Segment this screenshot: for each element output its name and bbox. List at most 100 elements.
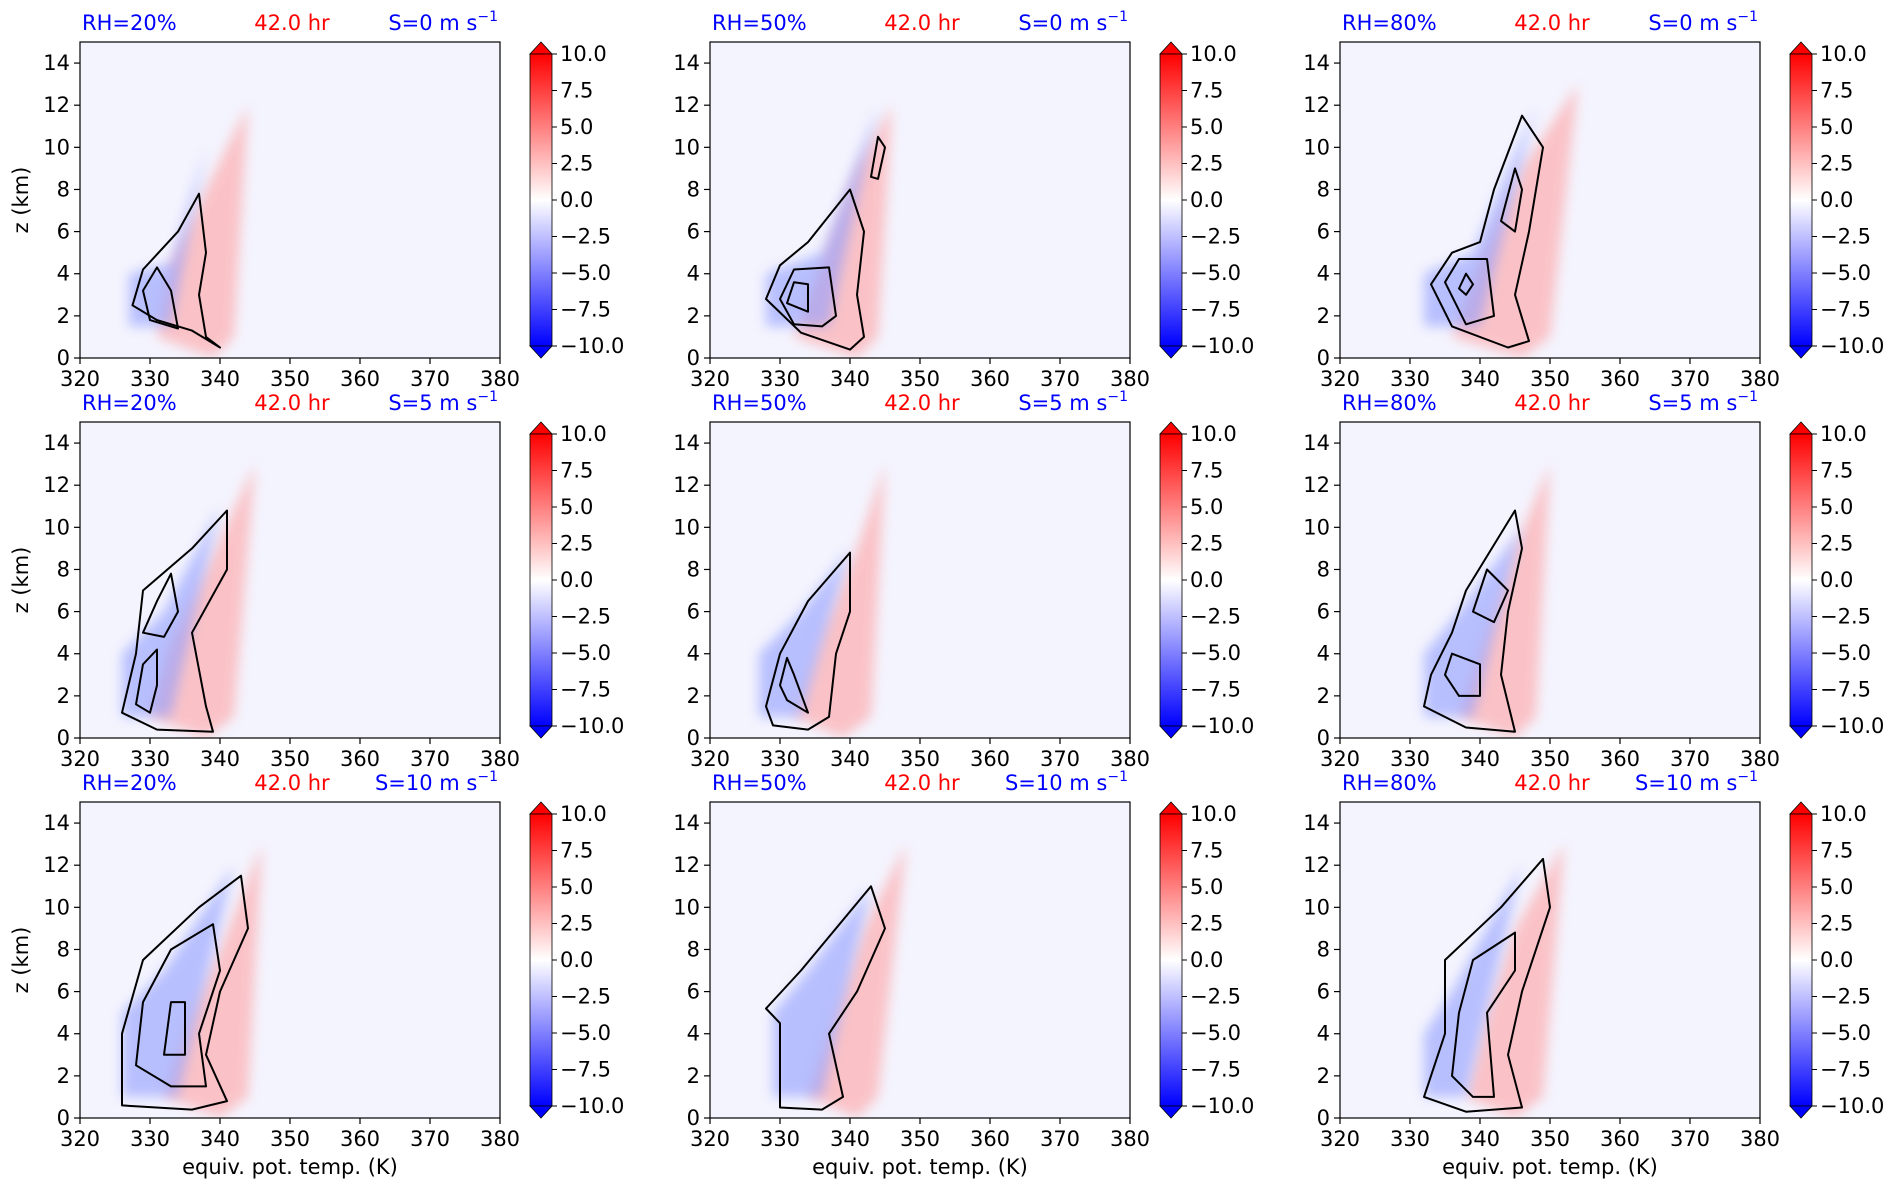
x-tick-label: 380 xyxy=(1110,1127,1150,1151)
panel-5: 320 330 340 350 360 370 380 0 2 4 6 8 10 12 14 RH=50% 42… xyxy=(673,389,1254,771)
y-tick-label: 8 xyxy=(57,557,70,581)
shear-value: S=10 xyxy=(375,771,433,795)
panel-8: 320 330 340 350 360 370 380 0 2 4 6 8 10 12 14 RH=50% 42… xyxy=(673,769,1254,1179)
x-tick-label: 350 xyxy=(270,1127,310,1151)
negative-region-outer xyxy=(773,886,871,1097)
colorbar-min-extension xyxy=(1789,1105,1813,1119)
x-tick-label: 370 xyxy=(1040,1127,1080,1151)
colorbar xyxy=(1159,53,1183,347)
x-tick-label: 380 xyxy=(1740,747,1780,771)
colorbar-max-extension xyxy=(529,41,553,55)
colorbar-tick-label: 10.0 xyxy=(1190,802,1237,826)
negative-region-outer xyxy=(1424,865,1522,1097)
y-tick-label: 14 xyxy=(43,51,70,75)
x-tick-label: 370 xyxy=(410,367,450,391)
y-tick-label: 14 xyxy=(1303,51,1330,75)
contour-line-1 xyxy=(121,874,249,1111)
rh-label: RH=50% xyxy=(712,11,807,35)
y-tick-label: 8 xyxy=(57,937,70,961)
x-tick-label: 340 xyxy=(830,1127,870,1151)
colorbar-tick-label: 10.0 xyxy=(560,42,607,66)
shear-value: S=0 xyxy=(1648,11,1692,35)
x-tick-label: 330 xyxy=(130,747,170,771)
y-tick-label: 2 xyxy=(1317,1064,1330,1088)
colorbar xyxy=(1159,813,1183,1107)
colorbar-tick-label: 5.0 xyxy=(560,875,593,899)
x-tick-label: 360 xyxy=(970,1127,1010,1151)
colorbar-tick-label: −7.5 xyxy=(1820,1058,1871,1082)
y-tick-label: 2 xyxy=(687,304,700,328)
colorbar-tick-label: −5.0 xyxy=(1820,641,1871,665)
x-axis-label: equiv. pot. temp. (K) xyxy=(1442,1155,1658,1179)
x-tick-label: 350 xyxy=(900,747,940,771)
time-label: 42.0 hr xyxy=(254,771,330,795)
y-tick-label: 4 xyxy=(57,262,70,286)
y-axis-label: z (km) xyxy=(9,167,33,234)
colorbar-tick-label: 5.0 xyxy=(1190,495,1223,519)
contour-line-3 xyxy=(1472,568,1509,624)
x-tick-label: 380 xyxy=(1740,367,1780,391)
contour-line-4 xyxy=(870,135,886,180)
x-tick-label: 370 xyxy=(410,747,450,771)
x-tick-label: 320 xyxy=(690,747,730,771)
colorbar-tick-label: 7.5 xyxy=(1190,459,1223,483)
colorbar-tick-label: 5.0 xyxy=(1190,115,1223,139)
colorbar-min-extension xyxy=(529,1105,553,1119)
shear-label: S=5 m s−1 xyxy=(1018,389,1128,415)
y-tick-label: 10 xyxy=(43,135,70,159)
colorbar xyxy=(1789,813,1813,1107)
x-tick-label: 370 xyxy=(1670,367,1710,391)
contour-line-2 xyxy=(135,923,221,1088)
negative-region-outer xyxy=(122,865,234,1097)
y-tick-label: 0 xyxy=(687,346,700,370)
y-tick-label: 4 xyxy=(687,262,700,286)
y-tick-label: 10 xyxy=(673,515,700,539)
x-tick-label: 370 xyxy=(410,1127,450,1151)
shear-value: S=10 xyxy=(1005,771,1063,795)
contour-line-2 xyxy=(779,266,837,328)
colorbar-tick-label: −10.0 xyxy=(560,334,624,358)
colorbar-tick-label: 2.5 xyxy=(1190,912,1223,936)
colorbar-tick-label: −5.0 xyxy=(560,1021,611,1045)
shear-unit: m s xyxy=(1693,771,1738,795)
y-tick-label: 10 xyxy=(43,895,70,919)
shear-unit: m s xyxy=(433,771,478,795)
positive-region-outer xyxy=(794,464,885,738)
x-tick-label: 360 xyxy=(970,367,1010,391)
y-tick-label: 12 xyxy=(43,473,70,497)
colorbar-tick-label: 5.0 xyxy=(1190,875,1223,899)
y-tick-label: 0 xyxy=(687,726,700,750)
x-tick-label: 340 xyxy=(200,747,240,771)
contour-line-2 xyxy=(1451,931,1516,1098)
colorbar xyxy=(529,813,553,1107)
colorbar-tick-label: 7.5 xyxy=(1190,79,1223,103)
y-tick-label: 4 xyxy=(1317,642,1330,666)
y-tick-label: 2 xyxy=(687,684,700,708)
contour-line-1 xyxy=(765,188,865,351)
y-tick-label: 2 xyxy=(57,1064,70,1088)
colorbar-tick-label: −10.0 xyxy=(1190,334,1254,358)
x-tick-label: 360 xyxy=(1600,1127,1640,1151)
y-tick-label: 6 xyxy=(57,600,70,624)
x-tick-label: 320 xyxy=(1320,747,1360,771)
colorbar-tick-label: −7.5 xyxy=(1820,678,1871,702)
colorbar-tick-label: 5.0 xyxy=(560,115,593,139)
y-tick-label: 6 xyxy=(57,980,70,1004)
panel-6: 320 330 340 350 360 370 380 0 2 4 6 8 10 12 14 RH=80% 42… xyxy=(1303,389,1884,771)
shear-label: S=10 m s−1 xyxy=(1635,769,1758,795)
x-tick-label: 330 xyxy=(130,1127,170,1151)
rh-label: RH=80% xyxy=(1342,11,1437,35)
y-tick-label: 0 xyxy=(1317,726,1330,750)
field-layer xyxy=(1424,464,1550,738)
contour-line-1 xyxy=(1430,114,1544,349)
colorbar-tick-label: 5.0 xyxy=(1820,495,1853,519)
colorbar-tick-label: 7.5 xyxy=(1820,839,1853,863)
y-tick-label: 8 xyxy=(57,177,70,201)
y-tick-label: 2 xyxy=(57,684,70,708)
colorbar-tick-label: 0.0 xyxy=(1190,188,1223,212)
x-tick-label: 340 xyxy=(830,367,870,391)
colorbar-tick-label: 2.5 xyxy=(1190,532,1223,556)
colorbar-tick-label: 0.0 xyxy=(1190,568,1223,592)
negative-region-outer xyxy=(122,506,220,717)
colorbar-tick-label: 2.5 xyxy=(1190,152,1223,176)
